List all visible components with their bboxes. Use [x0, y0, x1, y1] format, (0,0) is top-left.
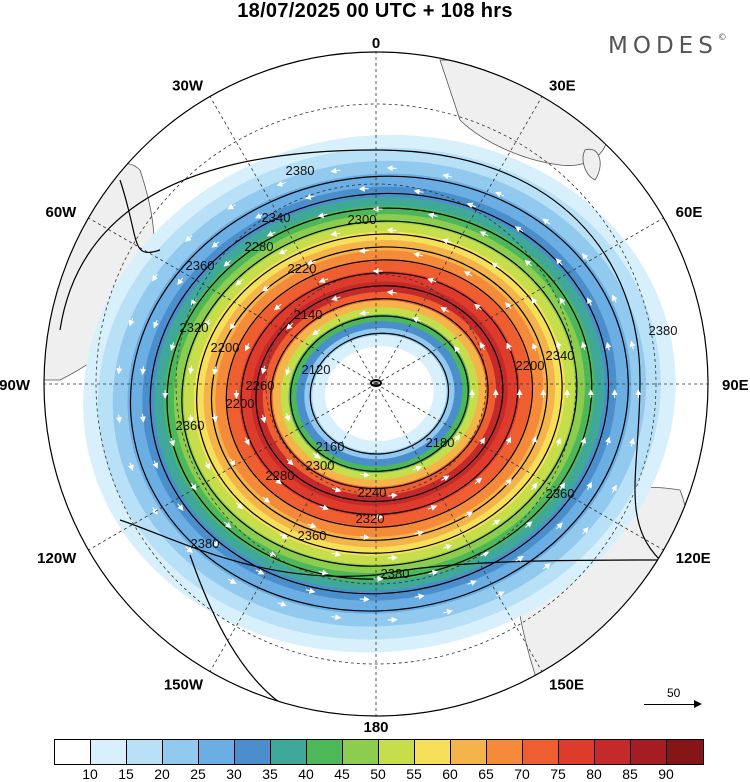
colorbar-tick-label: 45: [334, 766, 350, 782]
longitude-label: 120E: [676, 550, 711, 567]
contour-label: 2240: [358, 485, 387, 500]
colorbar-swatch: [343, 740, 379, 764]
longitude-label: 30W: [172, 77, 204, 94]
colorbar: [54, 739, 704, 765]
longitude-label: 90W: [0, 377, 31, 394]
wind-vectors: [116, 165, 642, 623]
colorbar-tick-label: 85: [622, 766, 638, 782]
reference-arrow-icon: [694, 700, 702, 708]
contour-label: 2200: [211, 340, 240, 355]
colorbar-tick-label: 55: [406, 766, 422, 782]
colorbar-tick-label: 70: [514, 766, 530, 782]
chart-title: 18/07/2025 00 UTC + 108 hrs: [237, 0, 513, 22]
longitude-label: 60E: [676, 204, 703, 221]
colorbar-tick-label: 30: [226, 766, 242, 782]
colorbar-swatch: [487, 740, 523, 764]
map-boundary: [43, 51, 709, 717]
contour-label: 2140: [294, 307, 323, 322]
colorbar-swatch: [271, 740, 307, 764]
longitude-label: 60W: [46, 204, 78, 221]
colorbar-swatch: [559, 740, 595, 764]
height-contours: [59, 149, 662, 716]
longitude-label: 120W: [37, 550, 77, 567]
colorbar-swatch: [199, 740, 235, 764]
contour-label: 2360: [176, 418, 205, 433]
contour-label: 2360: [186, 258, 215, 273]
longitude-label: 150W: [164, 677, 204, 694]
colorbar-swatch: [127, 740, 163, 764]
contour-label: 2300: [306, 458, 335, 473]
colorbar-tick-label: 20: [154, 766, 170, 782]
longitude-label: 0: [372, 35, 380, 52]
colorbar-tick-label: 40: [298, 766, 314, 782]
contour-label: 2380: [649, 323, 678, 338]
colorbar-swatch: [595, 740, 631, 764]
longitude-label: 30E: [549, 77, 576, 94]
longitude-label: 180: [363, 719, 388, 735]
colorbar-swatch: [55, 740, 91, 764]
colorbar-ticks: 10 15 20 25 30 35 40 45 50 55 60 65 70 75 80 85 90: [54, 766, 704, 782]
colorbar-tick-label: 15: [118, 766, 134, 782]
graticule: [44, 52, 708, 716]
brand-name: MODES: [608, 33, 718, 59]
brand-logo: MODES©: [608, 33, 727, 59]
contour-label: 2260: [246, 378, 275, 393]
pole-marker: [370, 379, 382, 387]
contour-label: 2380: [381, 566, 410, 581]
reference-vector-label: 50: [667, 686, 681, 700]
contour-label: 2280: [266, 468, 295, 483]
brand-mark: ©: [717, 33, 727, 43]
colorbar-swatch: [163, 740, 199, 764]
colorbar-swatch: [415, 740, 451, 764]
colorbar-tick-label: 75: [550, 766, 566, 782]
land-madagascar: [582, 148, 601, 181]
colorbar-swatch: [91, 740, 127, 764]
contour-label: 2340: [546, 348, 575, 363]
contour-label: 2300: [348, 212, 377, 227]
contour-label: 2160: [316, 439, 345, 454]
colorbar-swatch: [523, 740, 559, 764]
colorbar-tick-label: 65: [478, 766, 494, 782]
contour-label: 2200: [516, 358, 545, 373]
colorbar-tick-label: 35: [262, 766, 278, 782]
contour-label: 2280: [245, 239, 274, 254]
contour-label: 2360: [298, 528, 327, 543]
contour-label: 2180: [426, 435, 455, 450]
contour-label: 2360: [546, 486, 575, 501]
longitude-label: 150E: [549, 677, 584, 694]
contour-label: 2380: [286, 163, 315, 178]
colorbar-tick-label: 90: [658, 766, 674, 782]
longitude-labels: 0 30E 60E 90E 120E 150E 180 150W 120W 90W 60W 30W: [0, 35, 749, 735]
reference-vector-shaft: [644, 704, 698, 705]
colorbar-swatch: [307, 740, 343, 764]
colorbar-tick-label: 80: [586, 766, 602, 782]
colorbar-tick-label: 60: [442, 766, 458, 782]
colorbar-swatch: [235, 740, 271, 764]
colorbar-swatch: [379, 740, 415, 764]
longitude-label: 90E: [722, 377, 749, 394]
reference-vector: 50: [642, 686, 704, 710]
colorbar-swatch: [667, 740, 703, 764]
contour-label: 2340: [262, 210, 291, 225]
colorbar-tick-label: 10: [82, 766, 98, 782]
colorbar-tick-label: 25: [190, 766, 206, 782]
contour-label: 2200: [226, 396, 255, 411]
colorbar-tick-label: 50: [370, 766, 386, 782]
contour-label: 2320: [356, 511, 385, 526]
colorbar-swatch: [631, 740, 667, 764]
contour-label: 2320: [180, 320, 209, 335]
colorbar-swatch: [451, 740, 487, 764]
contour-label: 2120: [302, 362, 331, 377]
contour-label: 2380: [191, 536, 220, 551]
contour-label: 2220: [288, 261, 317, 276]
